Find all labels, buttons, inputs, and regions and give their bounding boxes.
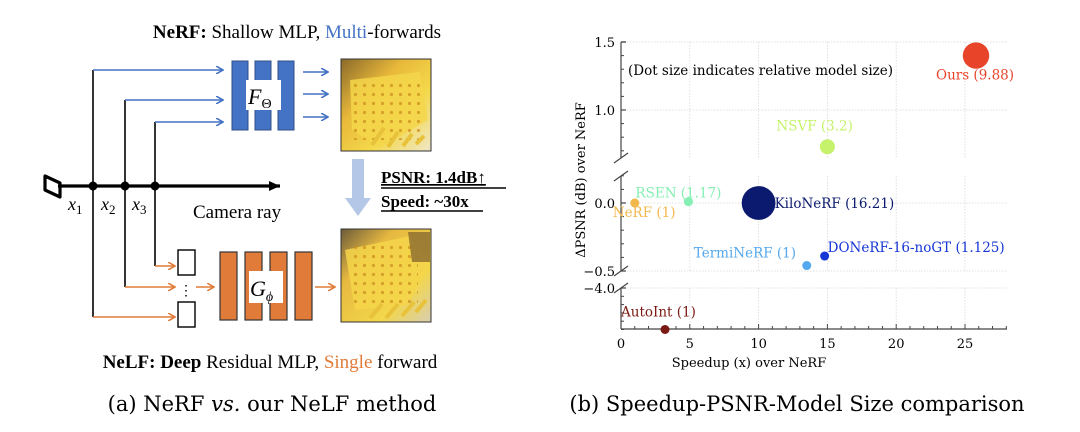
point-nsvf	[819, 139, 835, 155]
label-x2: x2	[100, 194, 116, 217]
x-tick-label: 20	[888, 337, 905, 352]
y-tick-label: −4.0	[583, 282, 615, 297]
y-tick-label: 1.5	[594, 36, 615, 51]
point-label-ours: Ours (9.88)	[936, 68, 1014, 84]
y-tick-label: 1.0	[594, 104, 615, 119]
chart-ticks: 0 5 10 15 20 25 1.0 1.5 −0.5 0.0 −4.0	[583, 36, 1007, 352]
x-tick-label: 15	[819, 337, 836, 352]
point-label-kilonerf: KiloNeRF (16.21)	[775, 196, 895, 212]
y-tick-label: 0.0	[594, 197, 615, 212]
point-donerf-16-nogt	[820, 251, 830, 261]
speed-gain-text: Speed: ~30x	[381, 192, 469, 211]
axis-break-mark	[613, 152, 629, 164]
caption-b: (b) Speedup-PSNR-Model Size comparison	[569, 392, 1024, 416]
camera-icon	[43, 174, 62, 199]
camera-ray-label: Camera ray	[193, 202, 282, 223]
point-label-terminerf: TermiNeRF (1)	[694, 246, 796, 262]
nerf-title: NeRF: Shallow MLP, Multi-forwards	[153, 22, 441, 43]
point-rsen	[683, 197, 693, 207]
y-tick-label: −0.5	[583, 265, 615, 280]
chart-points	[630, 42, 990, 334]
point-label-autoint: AutoInt (1)	[620, 305, 696, 321]
point-label-donerf-16-nogt: DONeRF-16-noGT (1.125)	[828, 240, 1005, 256]
point-autoint	[660, 325, 670, 334]
x-tick-label: 0	[617, 337, 625, 352]
panel-a-diagram: NeRF: Shallow MLP, Multi-forwards x1 x2 …	[43, 22, 506, 416]
chart-annotation: (Dot size indicates relative model size)	[628, 63, 893, 79]
point-terminerf	[802, 261, 812, 271]
label-x1: x1	[67, 194, 83, 217]
x-tick-label: 5	[686, 337, 694, 352]
nelf-network-label: Gϕ	[250, 276, 273, 305]
rendered-image-nelf	[340, 228, 432, 323]
point-label-nerf: NeRF (1)	[613, 205, 676, 221]
point-nerf	[630, 198, 640, 208]
input-feature-box-bottom	[177, 301, 196, 328]
caption-a: (a) NeRF vs. our NeLF method	[108, 392, 437, 416]
panel-b-chart: 0 5 10 15 20 25 1.0 1.5 −0.5 0.0 −4.0 Ours (9.88) N…	[569, 36, 1024, 416]
input-feature-box-top	[177, 249, 196, 276]
point-ours	[962, 42, 990, 69]
nelf-mlp-block: Gϕ	[219, 251, 313, 321]
x-tick-label: 10	[750, 337, 767, 352]
nerf-network-label: FΘ	[247, 84, 272, 112]
point-label-rsen: RSEN (1.17)	[635, 186, 721, 202]
down-arrow-icon	[345, 159, 371, 216]
chart-point-labels: Ours (9.88) NSVF (3.2) RSEN (1.17) NeRF (1)…	[613, 68, 1014, 321]
input-feature-dots: ⋮	[179, 284, 193, 299]
x-axis-label: Speedup (x) over NeRF	[672, 356, 826, 371]
x-tick-label: 25	[957, 337, 974, 352]
psnr-gain-text: PSNR: 1.4dB↑	[381, 168, 486, 187]
rendered-image-nerf	[340, 58, 432, 152]
nerf-mlp-block: FΘ	[231, 60, 295, 131]
label-x3: x3	[131, 194, 147, 217]
point-kilonerf	[741, 186, 776, 220]
nelf-title: NeLF: Deep Residual MLP, Single forward	[103, 352, 438, 373]
y-axis-label: ΔPSNR (dB) over NeRF	[574, 102, 589, 258]
point-label-nsvf: NSVF (3.2)	[776, 119, 852, 135]
